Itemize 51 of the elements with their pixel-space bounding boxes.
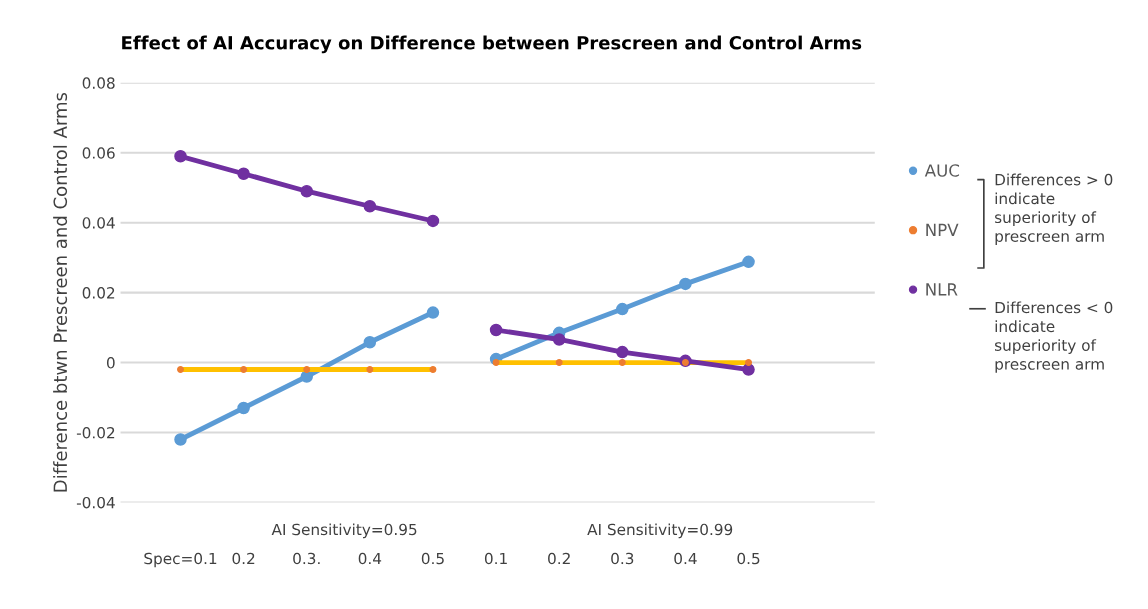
y-tick-label: 0.06 — [82, 147, 115, 159]
point — [177, 366, 184, 374]
point — [489, 323, 503, 337]
x-tick-label: 0.5 — [737, 552, 760, 565]
point — [174, 150, 187, 163]
point — [742, 255, 755, 269]
point — [366, 366, 374, 374]
legend-label: NPV — [926, 223, 959, 237]
point — [174, 433, 187, 446]
x-tick-label: Spec=0.1 — [144, 552, 217, 568]
text: AI Sensitivity=0.95 — [271, 523, 417, 539]
x-tick-label: 0.4 — [358, 552, 382, 565]
point — [300, 184, 313, 198]
point — [616, 345, 629, 359]
point — [429, 366, 437, 374]
y-tick-label: 0.02 — [82, 287, 115, 299]
point — [555, 359, 563, 367]
point — [237, 167, 250, 180]
legend-label: NLR — [926, 283, 958, 296]
x-tick-label: 0.5 — [421, 552, 444, 565]
y-axis-title: Difference btwn Prescreen and Control Arms — [53, 92, 68, 492]
x-tick-label: 0.2 — [232, 552, 255, 565]
point — [616, 302, 629, 316]
y-tick-label: -0.04 — [76, 496, 115, 509]
point — [426, 306, 440, 319]
point — [742, 363, 755, 376]
x-tick-label: 0.4 — [674, 552, 697, 565]
point — [237, 401, 250, 415]
x-tick-label: 0.2 — [548, 552, 570, 565]
y-tick-label: -0.02 — [76, 426, 115, 439]
point — [240, 366, 248, 374]
y-tick-label: 0.04 — [82, 217, 115, 229]
point — [745, 359, 753, 367]
text: Differences < 0 indicate superiority of prescreen arm — [995, 301, 1113, 373]
x-tick-label: 0.3. — [293, 552, 320, 565]
point — [363, 200, 377, 213]
text: AI Sensitivity=0.99 — [587, 523, 733, 539]
point — [363, 336, 377, 349]
point — [303, 366, 311, 374]
y-tick-label: 0.08 — [82, 77, 115, 89]
legend-label: AUC — [924, 164, 960, 177]
point — [618, 359, 626, 367]
point — [552, 333, 566, 346]
point — [679, 277, 692, 291]
x-tick-label: 0.3 — [611, 552, 634, 565]
y-tick-label: 0 — [106, 357, 115, 369]
point — [492, 359, 500, 367]
x-tick-label: 0.1 — [484, 552, 507, 565]
point — [426, 214, 440, 228]
text: Differences > 0 indicate superiority of prescreen arm — [995, 173, 1113, 245]
chart-title: Effect of AI Accuracy on Difference between Prescreen and Control Arms — [122, 35, 862, 54]
